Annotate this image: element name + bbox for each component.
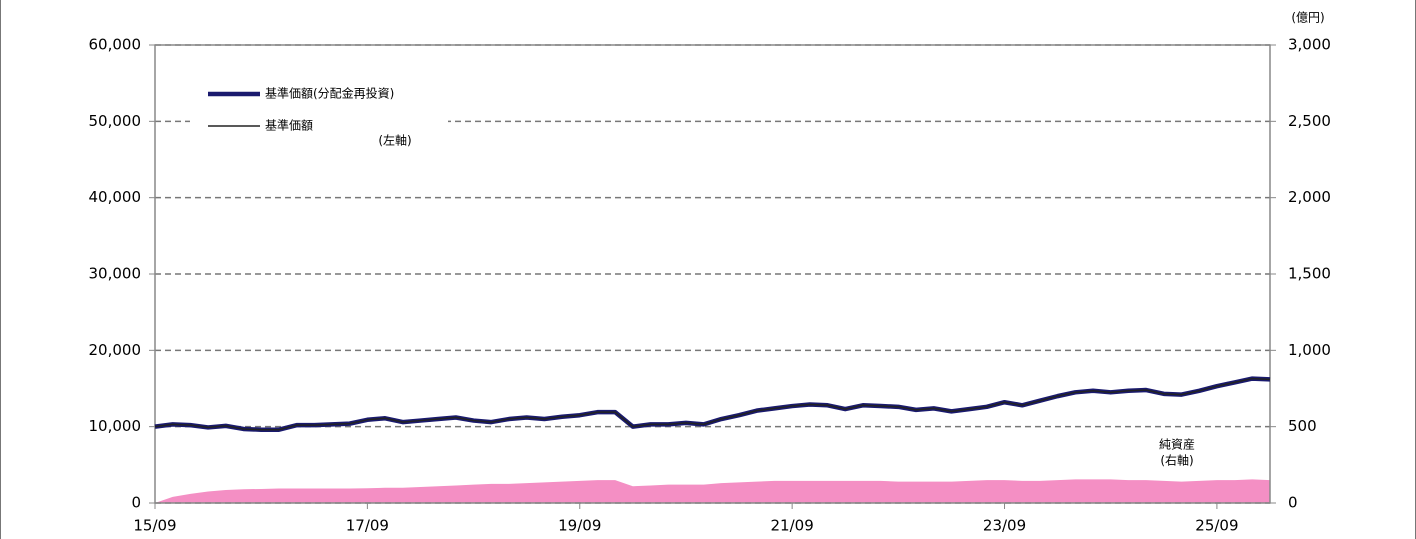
y2-tick-label: 1,500 xyxy=(1288,265,1331,283)
area-layer xyxy=(155,479,1270,503)
line-layer xyxy=(154,376,1271,432)
legend-label: 基準価額(分配金再投資) xyxy=(265,86,394,101)
line xyxy=(154,377,1271,431)
y-tick-label: 0 xyxy=(131,494,141,512)
y2-tick-label: 3,000 xyxy=(1288,36,1331,54)
area xyxy=(155,479,1270,503)
y2-unit: (億円) xyxy=(1291,11,1324,25)
y-tick-label: 60,000 xyxy=(89,36,142,54)
x-tick-label: 21/09 xyxy=(771,517,814,535)
y2-tick-label: 500 xyxy=(1288,417,1317,435)
y-tick-label: 40,000 xyxy=(89,188,142,206)
y-tick-label: 50,000 xyxy=(89,112,142,130)
y-tick-label: 20,000 xyxy=(89,341,142,359)
legend-box xyxy=(190,80,448,140)
legend-label: 基準価額 xyxy=(265,118,313,133)
series-label: 純資産 xyxy=(1159,437,1195,452)
x-tick-label: 23/09 xyxy=(983,517,1026,535)
y2-tick-label: 0 xyxy=(1288,494,1298,512)
annotation: (左軸) xyxy=(378,133,411,148)
y-tick-label: 30,000 xyxy=(89,265,142,283)
plot-border xyxy=(154,44,1271,504)
y2-tick-label: 2,500 xyxy=(1288,112,1331,130)
y2-tick-label: 2,000 xyxy=(1288,188,1331,206)
x-tick-label: 15/09 xyxy=(133,517,176,535)
y2-tick-label: 1,000 xyxy=(1288,341,1331,359)
y-tick-label: 10,000 xyxy=(89,417,142,435)
x-tick-label: 17/09 xyxy=(346,517,389,535)
x-tick-label: 19/09 xyxy=(558,517,601,535)
annotation: (右軸) xyxy=(1160,453,1193,468)
x-tick-label: 25/09 xyxy=(1195,517,1238,535)
text-layer: 0 10,000 20,000 30,000 40,000 50,000 60,000 0 50… xyxy=(89,11,1331,535)
